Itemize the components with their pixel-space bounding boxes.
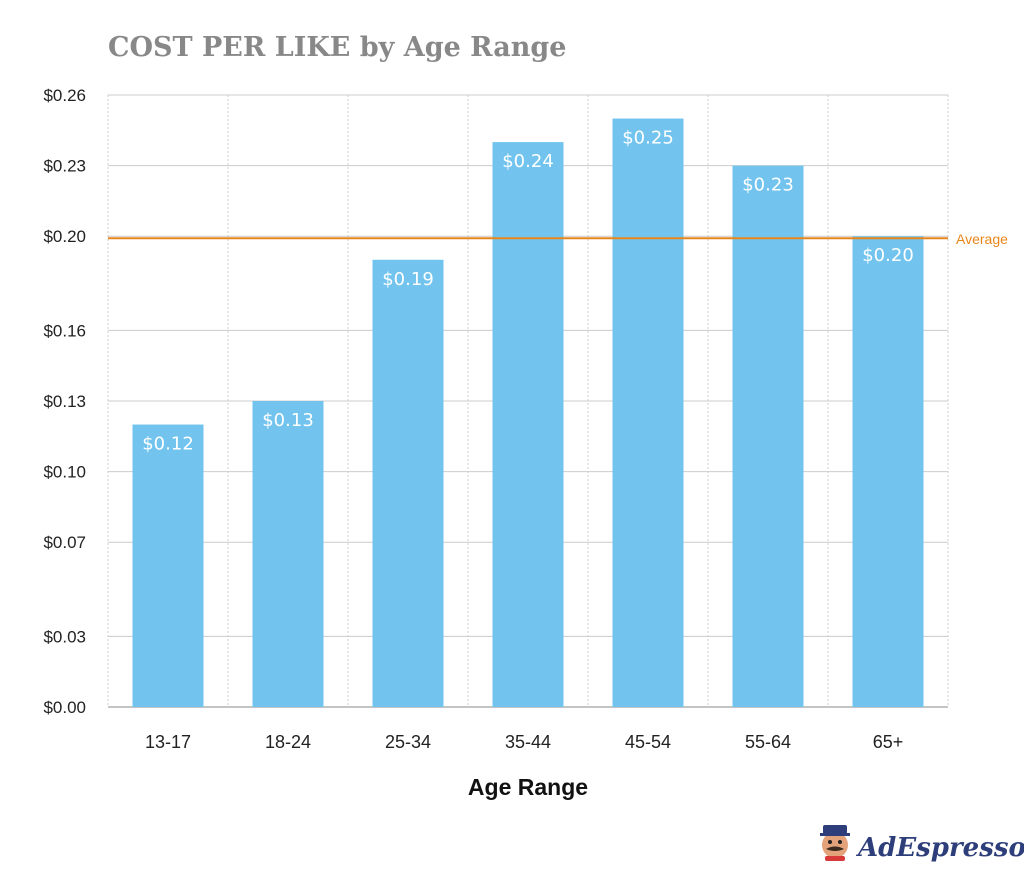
y-tick-label: $0.10	[43, 463, 86, 482]
bar	[372, 259, 444, 707]
bar	[132, 424, 204, 707]
bar-value-label: $0.25	[622, 128, 674, 149]
brand-logo-text: AdEspresso	[855, 833, 1024, 863]
x-tick-label: 13-17	[145, 732, 191, 752]
x-tick-label: 65+	[873, 732, 904, 752]
bar	[252, 401, 324, 707]
bar-value-label: $0.19	[382, 269, 434, 290]
mascot-icon	[820, 825, 850, 861]
chart-title: COST PER LIKE by Age Range	[108, 32, 566, 63]
x-tick-label: 45-54	[625, 732, 671, 752]
bar	[492, 142, 564, 708]
bar	[852, 236, 924, 707]
x-tick-label: 55-64	[745, 732, 791, 752]
bar-labels: $0.12 $0.13 $0.19 $0.24 $0.25 $0.23 $0.20	[142, 128, 914, 455]
brand-logo: AdEspresso	[820, 825, 1024, 863]
bar-value-label: $0.23	[742, 175, 794, 196]
y-tick-label: $0.00	[43, 698, 86, 717]
bars	[132, 118, 924, 708]
x-tick-label: 25-34	[385, 732, 431, 752]
bar	[612, 118, 684, 708]
bar-value-label: $0.24	[502, 151, 554, 172]
y-tick-label: $0.26	[43, 86, 86, 105]
average-marker: Average	[108, 231, 1008, 247]
y-tick-label: $0.16	[43, 321, 86, 340]
y-tick-label: $0.03	[43, 627, 86, 646]
y-tick-label: $0.20	[43, 227, 86, 246]
bar-value-label: $0.13	[262, 410, 314, 431]
x-axis-label: Age Range	[468, 774, 588, 800]
bar	[732, 165, 804, 708]
x-tick-label: 35-44	[505, 732, 551, 752]
bar-value-label: $0.20	[862, 245, 914, 266]
y-tick-label: $0.13	[43, 392, 86, 411]
bar-value-label: $0.12	[142, 434, 194, 455]
y-tick-label: $0.07	[43, 533, 86, 552]
x-tick-label: 18-24	[265, 732, 311, 752]
x-axis-ticks: 13-17 18-24 25-34 35-44 45-54 55-64 65+	[145, 732, 903, 752]
y-axis-ticks: $0.00 $0.03 $0.07 $0.10 $0.13 $0.16 $0.20 $0.23…	[43, 86, 86, 717]
average-label: Average	[956, 231, 1008, 247]
y-tick-label: $0.23	[43, 157, 86, 176]
